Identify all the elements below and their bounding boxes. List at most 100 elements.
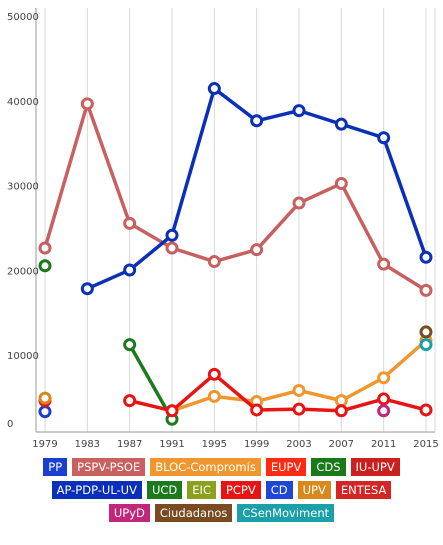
series-line-pcpv-2003 — [297, 407, 344, 413]
data-point-ap-pdp-ul-uv-1995 — [207, 82, 221, 96]
legend-item-eupv[interactable]: EUPV — [265, 458, 307, 476]
data-point-ap-pdp-ul-uv-1991 — [165, 228, 179, 242]
series-line-pspv-psoe-1987 — [127, 221, 174, 250]
x-tick-label-2003: 2003 — [286, 439, 311, 450]
series-line-pcpv-1987 — [127, 398, 174, 413]
data-point-pcpv-2003 — [292, 402, 306, 416]
legend-item-ucd[interactable]: UCD — [146, 481, 183, 499]
legend-item-cd[interactable]: CD — [265, 481, 293, 499]
data-point-bloc-comprom-s-2007 — [334, 394, 348, 408]
legend-row: UPyD Ciudadanos CSenMoviment — [0, 504, 443, 522]
data-point-pspv-psoe-2007 — [334, 177, 348, 191]
series-line-bloc-comprom-s-1991 — [170, 394, 217, 413]
series-upyd — [377, 404, 391, 418]
series-line-pcpv-2007 — [339, 397, 386, 413]
series-pp — [38, 405, 52, 419]
legend: PP PSPV-PSOE BLOC-Compromís EUPV CDS IU-UPV AP… — [0, 458, 443, 527]
series-line-ap-pdp-ul-uv-1987 — [127, 233, 174, 272]
legend-item-pcpv[interactable]: PCPV — [220, 481, 261, 499]
data-point-upyd-2011 — [377, 404, 391, 418]
series-line-pspv-psoe-2007 — [339, 181, 386, 266]
series-line-pspv-psoe-1983 — [85, 102, 132, 226]
data-point-pcpv-1999 — [250, 403, 264, 417]
data-point-pspv-psoe-2011 — [377, 257, 391, 271]
x-tick-label-2007: 2007 — [329, 439, 354, 450]
legend-item-bloc-comprom-s[interactable]: BLOC-Compromís — [150, 458, 261, 476]
y-tick-label-20000: 20000 — [7, 266, 39, 277]
data-point-pspv-psoe-1987 — [123, 216, 137, 230]
data-point-ucd-1979 — [38, 259, 52, 273]
data-point-ciudadanos-2015 — [419, 325, 433, 339]
legend-item-pspv-psoe[interactable]: PSPV-PSOE — [72, 458, 146, 476]
series-line-pcpv-2011 — [381, 397, 428, 412]
data-point-pspv-psoe-2003 — [292, 196, 306, 210]
series-ucd — [38, 259, 179, 426]
y-tick-label-10000: 10000 — [7, 351, 39, 362]
x-tick-label-1991: 1991 — [159, 439, 184, 450]
legend-item-pp[interactable]: PP — [43, 458, 68, 476]
data-point-pspv-psoe-1991 — [165, 241, 179, 255]
data-point-ap-pdp-ul-uv-1999 — [250, 114, 264, 128]
data-point-csenmoviment-2015 — [419, 338, 433, 352]
series-line-bloc-comprom-s-2011 — [381, 338, 428, 380]
legend-item-upv[interactable]: UPV — [297, 481, 331, 499]
series-pcpv — [38, 367, 433, 418]
data-point-pspv-psoe-1983 — [80, 97, 94, 111]
legend-item-upyd[interactable]: UPyD — [108, 504, 150, 522]
legend-item-cds[interactable]: CDS — [311, 458, 346, 476]
series-upv — [38, 391, 52, 405]
line-chart: 0 10000 20000 30000 40000 50000 1979 1983 1987 19… — [7, 8, 439, 450]
series-line-ap-pdp-ul-uv-1995 — [212, 86, 259, 123]
series-line-ap-pdp-ul-uv-1991 — [170, 86, 217, 238]
series-pspv-psoe — [38, 97, 433, 297]
data-point-pcpv-1987 — [123, 394, 137, 408]
legend-item-ap-pdp-ul-uv[interactable]: AP-PDP-UL-UV — [51, 481, 142, 499]
series-line-pspv-psoe-1995 — [212, 247, 259, 264]
series-ciudadanos — [419, 325, 433, 339]
series-line-ucd-1987 — [127, 342, 174, 422]
series-line-pspv-psoe-2003 — [297, 181, 344, 205]
series-line-pspv-psoe-1991 — [170, 246, 217, 264]
y-tick-label-40000: 40000 — [7, 97, 39, 108]
data-point-bloc-comprom-s-2011 — [377, 371, 391, 385]
data-point-pspv-psoe-2015 — [419, 283, 433, 297]
x-tick-label-2011: 2011 — [371, 439, 396, 450]
grid-lines — [44, 8, 427, 432]
data-point-bloc-comprom-s-1995 — [207, 389, 221, 403]
series-line-pcpv-1991 — [170, 372, 217, 413]
data-point-pspv-psoe-1979 — [38, 241, 52, 255]
series-line-pspv-psoe-2011 — [381, 262, 428, 293]
series-line-pspv-psoe-1999 — [254, 201, 301, 252]
series-line-ap-pdp-ul-uv-1983 — [85, 268, 132, 291]
legend-item-eic[interactable]: EIC — [187, 481, 216, 499]
legend-row: PP PSPV-PSOE BLOC-Compromís EUPV CDS IU-UPV — [0, 458, 443, 476]
data-point-ap-pdp-ul-uv-2007 — [334, 117, 348, 131]
legend-item-entesa[interactable]: ENTESA — [335, 481, 392, 499]
y-tick-label-0: 0 — [7, 419, 13, 430]
data-point-pcpv-2007 — [334, 404, 348, 418]
data-point-upv-1979 — [38, 391, 52, 405]
legend-item-csenmoviment[interactable]: CSenMoviment — [237, 504, 335, 522]
series-line-bloc-comprom-s-1995 — [212, 394, 259, 404]
data-point-pcpv-1991 — [165, 404, 179, 418]
x-tick-label-1983: 1983 — [75, 439, 100, 450]
data-point-ap-pdp-ul-uv-1987 — [123, 263, 137, 277]
x-tick-label-1987: 1987 — [117, 439, 142, 450]
series-line-bloc-comprom-s-1999 — [254, 388, 301, 404]
data-point-bloc-comprom-s-2003 — [292, 383, 306, 397]
axes — [35, 8, 436, 433]
data-point-ap-pdp-ul-uv-1983 — [80, 282, 94, 296]
data-point-ap-pdp-ul-uv-2003 — [292, 104, 306, 118]
x-tick-label-1999: 1999 — [244, 439, 269, 450]
legend-item-iu-upv[interactable]: IU-UPV — [350, 458, 400, 476]
x-tick-label-1979: 1979 — [32, 439, 57, 450]
data-point-pspv-psoe-1999 — [250, 243, 264, 257]
legend-item-ciudadanos[interactable]: Ciudadanos — [154, 504, 233, 522]
data-point-ap-pdp-ul-uv-2011 — [377, 131, 391, 145]
series-line-pspv-psoe-1979 — [43, 102, 90, 250]
data-point-pcpv-2015 — [419, 403, 433, 417]
series-ap-pdp-ul-uv — [80, 82, 433, 296]
x-tick-label-2015: 2015 — [413, 439, 438, 450]
data-point-pspv-psoe-1995 — [207, 255, 221, 269]
data-point-pp-1979 — [38, 405, 52, 419]
